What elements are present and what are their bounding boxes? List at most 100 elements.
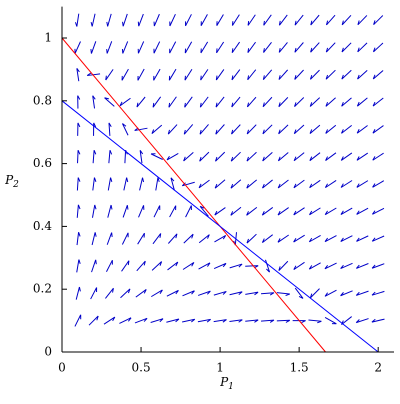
direction-arrow bbox=[169, 205, 177, 218]
direction-arrow bbox=[184, 68, 193, 81]
direction-arrow bbox=[355, 263, 369, 269]
direction-arrow bbox=[325, 69, 336, 80]
y-tick-label: 0.8 bbox=[33, 93, 52, 107]
direction-arrow bbox=[231, 14, 240, 26]
direction-arrow bbox=[183, 233, 194, 244]
direction-arrow bbox=[245, 265, 259, 269]
direction-arrow bbox=[198, 179, 210, 189]
direction-arrow bbox=[229, 263, 243, 269]
direction-arrow bbox=[246, 151, 257, 162]
direction-arrow bbox=[216, 41, 225, 54]
direction-arrow bbox=[340, 262, 353, 270]
direction-arrow bbox=[230, 179, 242, 189]
direction-arrow bbox=[185, 205, 192, 218]
direction-arrow bbox=[214, 179, 226, 189]
direction-arrow bbox=[199, 96, 209, 108]
direction-arrow bbox=[247, 14, 256, 26]
direction-arrow bbox=[247, 69, 257, 81]
y-tick-label: 0.4 bbox=[33, 219, 52, 233]
direction-arrow bbox=[107, 204, 113, 218]
direction-arrow bbox=[229, 319, 243, 323]
direction-arrow bbox=[74, 13, 80, 27]
direction-arrow bbox=[264, 259, 271, 273]
direction-arrow bbox=[108, 122, 112, 136]
axes: 0 0.5 1 1.5 2 0 0.2 0.4 0.6 0.8 1 bbox=[33, 6, 394, 375]
direction-arrow bbox=[75, 286, 81, 300]
direction-arrow bbox=[214, 234, 227, 243]
direction-arrow bbox=[356, 180, 369, 188]
direction-arrow bbox=[308, 262, 321, 270]
y-axis-label: P2 bbox=[4, 173, 19, 190]
direction-arrow bbox=[167, 261, 179, 271]
direction-arrow bbox=[134, 317, 148, 324]
direction-arrow bbox=[277, 234, 289, 243]
direction-arrow bbox=[247, 41, 256, 53]
direction-arrow bbox=[246, 206, 258, 216]
direction-arrow bbox=[92, 95, 96, 109]
direction-arrow bbox=[200, 41, 209, 54]
direction-arrow bbox=[182, 262, 195, 270]
direction-arrow bbox=[231, 96, 241, 108]
direction-arrow bbox=[293, 207, 305, 216]
direction-arrow bbox=[325, 152, 337, 161]
direction-arrow bbox=[261, 292, 275, 296]
direction-arrow bbox=[74, 314, 82, 327]
direction-arrow bbox=[371, 235, 385, 242]
direction-arrow bbox=[77, 95, 81, 109]
direction-arrow bbox=[214, 151, 226, 162]
direction-arrow bbox=[357, 70, 368, 80]
direction-arrow bbox=[139, 149, 144, 164]
direction-arrow bbox=[356, 207, 369, 215]
direction-arrow bbox=[90, 41, 97, 54]
y-tick-label: 1 bbox=[44, 31, 52, 45]
direction-arrow bbox=[372, 42, 384, 53]
direction-arrow bbox=[308, 319, 322, 324]
direction-arrow bbox=[262, 69, 273, 81]
direction-arrow bbox=[213, 290, 227, 296]
direction-arrow bbox=[309, 288, 320, 299]
direction-arrow bbox=[183, 152, 194, 162]
direction-arrow bbox=[355, 318, 369, 324]
x-tick-label: 0.5 bbox=[132, 361, 151, 375]
direction-arrow bbox=[182, 318, 196, 323]
direction-arrow bbox=[197, 290, 211, 296]
direction-arrow bbox=[324, 289, 337, 297]
direction-arrow bbox=[372, 70, 384, 80]
direction-arrow bbox=[90, 13, 96, 27]
direction-arrow bbox=[277, 207, 289, 216]
direction-arrow bbox=[150, 153, 163, 160]
direction-arrow bbox=[277, 179, 289, 189]
direction-arrow bbox=[246, 233, 257, 244]
direction-arrow bbox=[92, 150, 97, 164]
direction-arrow bbox=[122, 205, 129, 218]
direction-arrow bbox=[356, 125, 368, 134]
direction-arrow bbox=[136, 96, 146, 108]
direction-arrow bbox=[121, 260, 130, 272]
direction-arrow bbox=[216, 14, 224, 26]
direction-arrow bbox=[90, 287, 98, 300]
direction-arrow bbox=[293, 152, 305, 162]
direction-arrow bbox=[278, 97, 289, 108]
direction-arrow bbox=[106, 41, 113, 54]
direction-arrow bbox=[200, 14, 208, 27]
direction-arrow bbox=[150, 318, 164, 324]
direction-arrow bbox=[230, 206, 242, 216]
direction-arrow bbox=[294, 42, 304, 53]
y-label-subscript: 2 bbox=[12, 180, 19, 190]
direction-arrow bbox=[106, 13, 112, 27]
direction-arrow bbox=[103, 316, 116, 325]
direction-arrow bbox=[324, 207, 337, 216]
direction-arrow bbox=[181, 181, 195, 187]
direction-arrow bbox=[262, 96, 273, 108]
direction-arrow bbox=[119, 97, 131, 107]
direction-arrow bbox=[123, 177, 129, 191]
direction-arrow bbox=[91, 259, 97, 273]
direction-arrow bbox=[341, 124, 352, 134]
direction-arrow bbox=[341, 69, 352, 80]
direction-arrow bbox=[341, 42, 352, 53]
direction-arrow bbox=[153, 68, 161, 81]
direction-arrow bbox=[182, 290, 195, 297]
direction-arrow bbox=[136, 260, 146, 272]
direction-arrow bbox=[74, 41, 81, 54]
direction-arrow bbox=[277, 152, 289, 162]
